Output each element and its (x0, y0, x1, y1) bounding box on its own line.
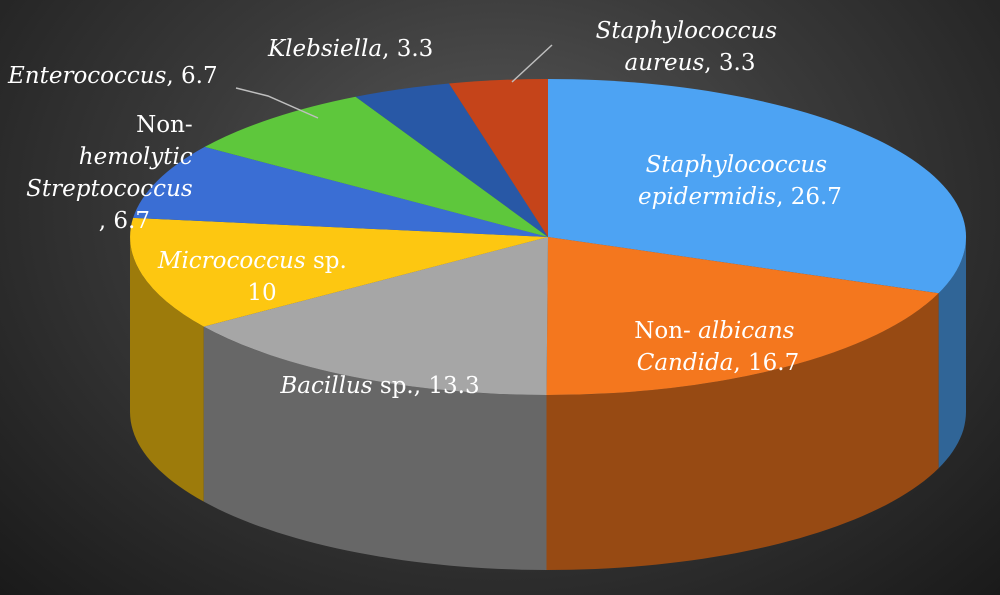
pie-side-2 (203, 326, 547, 570)
pie-slice-klebsiella (355, 83, 548, 237)
pie-slice-staphylococcus-epidermidis (548, 79, 967, 294)
label-klebsiella: Klebsiella, 3.3 (267, 36, 433, 62)
pie-side-1 (546, 293, 939, 570)
pie-side-3 (130, 237, 204, 502)
pie-slices (130, 79, 967, 570)
label-streptococcus: Non- hemolytic Streptococcus , 6.7 (26, 112, 200, 234)
label-epidermidis: Staphylococcus epidermidis, 26.7 (638, 152, 842, 210)
pie-slice-staphylococcus-aureus (449, 79, 548, 237)
pie-slice-enterococcus (204, 96, 548, 237)
pie-slice-micrococcus-sp- (130, 217, 548, 327)
leader-line-aureus (511, 44, 553, 83)
pie-slice-bacillus-sp- (203, 237, 549, 395)
label-micrococcus: Micrococcus sp. 10 (157, 248, 354, 306)
label-aureus: Staphylococcus aureus, 3.3 (596, 18, 785, 76)
label-candida: Non- albicans Candida, 16.7 (634, 318, 802, 376)
pie-slice-non-hemolytic-streptococcus (133, 146, 548, 237)
leader-line-enterococcus (235, 87, 319, 119)
label-bacillus: Bacillus sp., 13.3 (279, 373, 479, 399)
pie-slice-non-albicans-candida (546, 237, 939, 396)
pie-side-0 (938, 237, 966, 469)
label-enterococcus: Enterococcus, 6.7 (7, 63, 218, 89)
